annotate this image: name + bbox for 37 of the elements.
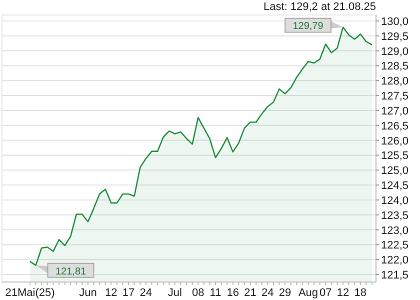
- y-tick-label: 129,5: [381, 30, 409, 43]
- x-tick-label: 11: [210, 287, 222, 299]
- y-tick-label: 125,0: [381, 165, 409, 178]
- y-tick-label: 124,0: [381, 194, 409, 207]
- annotation: 129,79: [292, 21, 324, 32]
- x-tick-label: 21: [244, 287, 256, 299]
- x-tick-label: Aug: [298, 287, 318, 299]
- y-tick-label: 124,5: [381, 180, 409, 192]
- y-tick-label: 128,5: [381, 60, 409, 73]
- y-tick-label: 125,5: [381, 150, 409, 162]
- annotation: 121,81: [56, 266, 87, 278]
- x-tick-label: 16: [226, 287, 240, 299]
- x-tick-label: 24: [140, 287, 152, 299]
- x-tick-label: 18: [354, 287, 367, 299]
- x-tick-label: Jul: [168, 287, 182, 299]
- x-tick-label: 08: [192, 287, 204, 299]
- x-tick-label: Jun: [79, 287, 97, 299]
- y-tick-label: 123,0: [381, 224, 409, 237]
- y-tick-label: 129,0: [381, 46, 409, 58]
- x-tick-label: 07: [320, 287, 332, 299]
- y-tick-label: 130,0: [381, 16, 409, 28]
- y-tick-label: 123,5: [381, 210, 409, 222]
- y-tick-label: 121,5: [381, 270, 409, 282]
- x-tick-label: 21Mai(25): [5, 287, 55, 299]
- x-tick-label: 29: [278, 287, 292, 299]
- x-tick-label: 17: [122, 287, 135, 299]
- y-tick-label: 122,5: [381, 240, 409, 252]
- x-tick-label: 24: [262, 287, 274, 299]
- y-tick-label: 126,5: [381, 120, 409, 132]
- y-tick-label: 122,0: [381, 254, 409, 267]
- x-tick-label: 12: [105, 287, 118, 299]
- y-tick-label: 128,0: [381, 76, 409, 88]
- y-tick-label: 127,0: [381, 105, 409, 118]
- y-tick-label: 126,0: [381, 135, 409, 148]
- x-tick-label: 12: [336, 287, 350, 299]
- chart-title: Last: 129,2 at 21.08.25: [263, 1, 376, 13]
- y-tick-label: 127,5: [381, 90, 409, 103]
